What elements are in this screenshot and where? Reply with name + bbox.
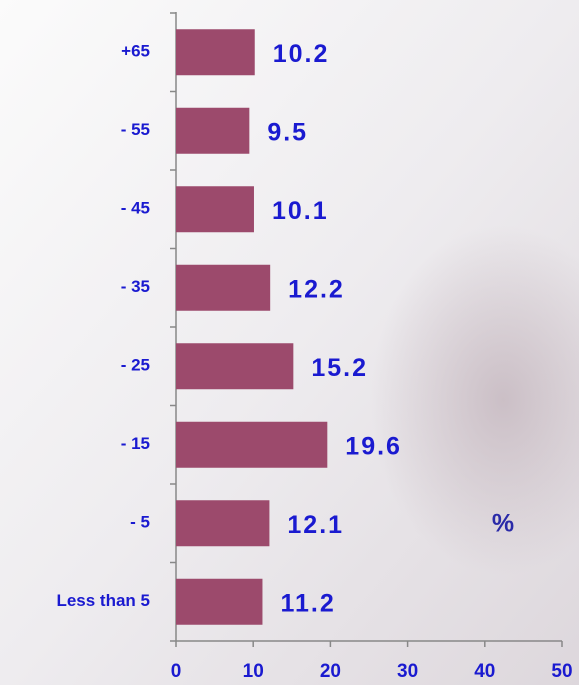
value-label: 19.6 — [345, 432, 402, 460]
y-tick-label: - 5 — [130, 513, 150, 532]
y-tick-label: - 55 — [121, 120, 150, 139]
value-label: 12.1 — [287, 511, 344, 539]
value-label: 11.2 — [280, 589, 335, 617]
value-label: 9.5 — [267, 118, 308, 146]
bar — [176, 108, 249, 154]
x-tick-label: 0 — [171, 661, 182, 682]
chart: % 0 10 20 30 40 50 +65 10.2 - 55 9.5 - 45 10.1 - 35 1… — [0, 0, 579, 685]
value-label: 10.2 — [273, 40, 330, 68]
x-tick-label: 20 — [320, 661, 341, 682]
bar — [176, 186, 254, 232]
x-tick-label: 40 — [474, 661, 495, 682]
value-label: 12.2 — [288, 275, 345, 303]
bar — [176, 265, 270, 311]
y-tick-label: Less than 5 — [56, 591, 150, 610]
y-tick-label: - 35 — [121, 277, 150, 296]
bar — [176, 500, 269, 546]
x-tick-label: 50 — [551, 661, 572, 682]
background-photo — [200, 150, 579, 650]
y-tick-label: - 15 — [121, 434, 150, 453]
bar — [176, 579, 262, 625]
y-tick-label: +65 — [121, 42, 150, 61]
bar — [176, 422, 327, 468]
value-label: 15.2 — [311, 354, 368, 382]
bar — [176, 29, 255, 75]
bar — [176, 343, 293, 389]
x-tick-label: 10 — [243, 661, 264, 682]
y-tick-label: - 45 — [121, 199, 150, 218]
annotation: % — [492, 510, 514, 538]
x-tick-label: 30 — [397, 661, 418, 682]
value-label: 10.1 — [272, 197, 329, 225]
y-tick-label: - 25 — [121, 356, 150, 375]
